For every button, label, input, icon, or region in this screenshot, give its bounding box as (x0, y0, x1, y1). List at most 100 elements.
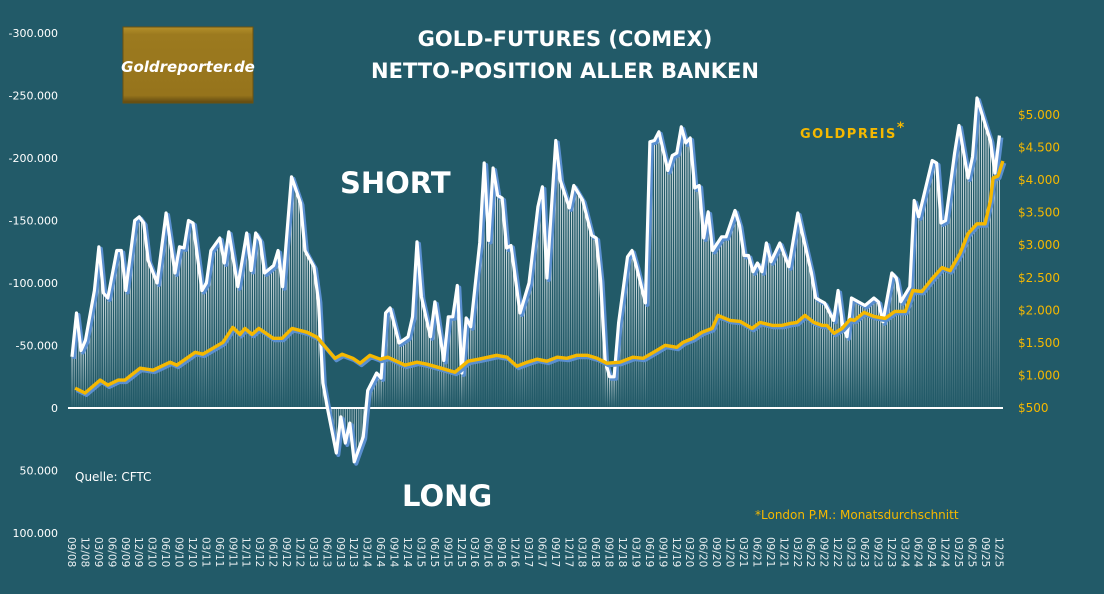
position-hairline (302, 226, 304, 408)
position-hairline (786, 260, 788, 408)
position-hairline (138, 216, 140, 408)
position-hairline (723, 236, 725, 408)
position-hairline (920, 207, 922, 408)
chart-subtitle: NETTO-POSITION ALLER BANKEN (371, 59, 759, 83)
position-hairline (562, 187, 564, 408)
x-tick-label: 09/11 (226, 537, 238, 567)
position-hairline (163, 230, 165, 408)
position-hairline (447, 316, 449, 408)
position-hairline (235, 273, 237, 408)
x-tick-label: 12/25 (992, 537, 1004, 567)
position-hairline (620, 306, 622, 408)
position-hairline (524, 298, 525, 408)
x-tick-label: 12/15 (455, 537, 467, 567)
goldprice-legend-text: GOLDPREIS (800, 127, 897, 142)
position-hairline (403, 339, 405, 408)
position-hairline (808, 262, 810, 408)
position-hairline (400, 341, 402, 408)
position-hairline (889, 285, 891, 408)
x-tick-label: 06/10 (159, 537, 171, 567)
position-hairline (604, 360, 606, 408)
position-hairline (477, 263, 478, 408)
position-hairline (494, 181, 496, 408)
position-hairline (671, 155, 673, 408)
position-hairline (98, 246, 100, 408)
x-tick-label: 09/17 (549, 537, 561, 567)
position-hairline (669, 163, 671, 408)
position-hairline (181, 247, 183, 408)
position-hairline (972, 156, 973, 408)
position-hairline (78, 331, 80, 408)
x-tick-label: 12/21 (777, 537, 789, 567)
position-hairline (580, 196, 581, 408)
x-tick-label: 03/10 (146, 537, 158, 567)
x-tick-label: 03/21 (737, 537, 749, 567)
position-hairline (250, 270, 252, 408)
series-lines (70, 96, 1007, 466)
position-hairline (517, 296, 519, 408)
position-hairline (266, 271, 268, 408)
position-hairline (857, 301, 859, 408)
position-hairline (761, 271, 763, 408)
logo: Goldreporter.de (121, 26, 255, 104)
position-hairline (322, 383, 324, 408)
position-hairline (315, 283, 317, 408)
x-tick-label: 03/16 (468, 537, 480, 568)
x-tick-label: 06/25 (965, 537, 977, 567)
position-hairline (927, 179, 929, 408)
x-tick-label: 06/12 (267, 537, 279, 567)
bank-net-position-line (70, 96, 1001, 464)
position-hairline (499, 196, 501, 408)
position-hairline (960, 138, 962, 408)
position-hairline (347, 408, 349, 433)
left-tick-label: 50.000 (20, 465, 59, 478)
position-hairline (967, 178, 969, 408)
position-hairline (116, 250, 118, 408)
position-hairline (922, 198, 924, 408)
position-hairline (206, 283, 207, 408)
position-hairline (100, 269, 102, 408)
x-tick-label: 09/23 (871, 537, 883, 567)
position-hairline (855, 300, 857, 408)
position-hairline (869, 301, 870, 408)
position-hairline (76, 313, 77, 408)
position-hairline (974, 127, 976, 408)
position-hairline (609, 376, 611, 408)
position-hairline (996, 154, 998, 408)
position-hairline (125, 290, 127, 408)
position-hairline (745, 255, 747, 408)
x-tick-label: 06/17 (535, 537, 547, 567)
chart-title: GOLD-FUTURES (COMEX) (418, 27, 713, 51)
position-hairline (833, 320, 835, 408)
position-hairline (759, 267, 761, 408)
position-hairline (474, 284, 476, 408)
position-hairline (132, 238, 133, 408)
x-tick-label: 12/08 (78, 537, 90, 567)
position-hairline (940, 223, 942, 408)
x-tick-label: 03/18 (576, 537, 588, 567)
position-hairline (732, 217, 734, 408)
right-tick-label: $2.000 (1018, 303, 1060, 317)
position-hairline (795, 226, 797, 408)
position-hairline (82, 345, 84, 408)
x-tick-label: 03/19 (629, 537, 641, 567)
position-hairline (994, 173, 996, 408)
x-tick-label: 03/24 (898, 537, 910, 568)
position-hairline (725, 236, 727, 408)
position-hairline (929, 169, 931, 408)
position-hairline (96, 268, 98, 408)
left-tick-label: -300.000 (9, 27, 58, 40)
position-hairline (430, 336, 431, 408)
position-hairline (286, 231, 288, 408)
position-hairline (844, 331, 846, 408)
position-hairline (911, 243, 913, 408)
position-hairline (73, 334, 75, 408)
x-tick-label: 03/13 (307, 537, 319, 567)
x-tick-label: 09/21 (764, 537, 776, 567)
position-hairline (275, 258, 277, 408)
position-hairline (201, 290, 203, 408)
left-tick-label: -250.000 (9, 90, 58, 103)
x-tick-label: 09/09 (119, 537, 131, 567)
position-hairline (822, 301, 823, 408)
position-hairline (542, 186, 543, 408)
